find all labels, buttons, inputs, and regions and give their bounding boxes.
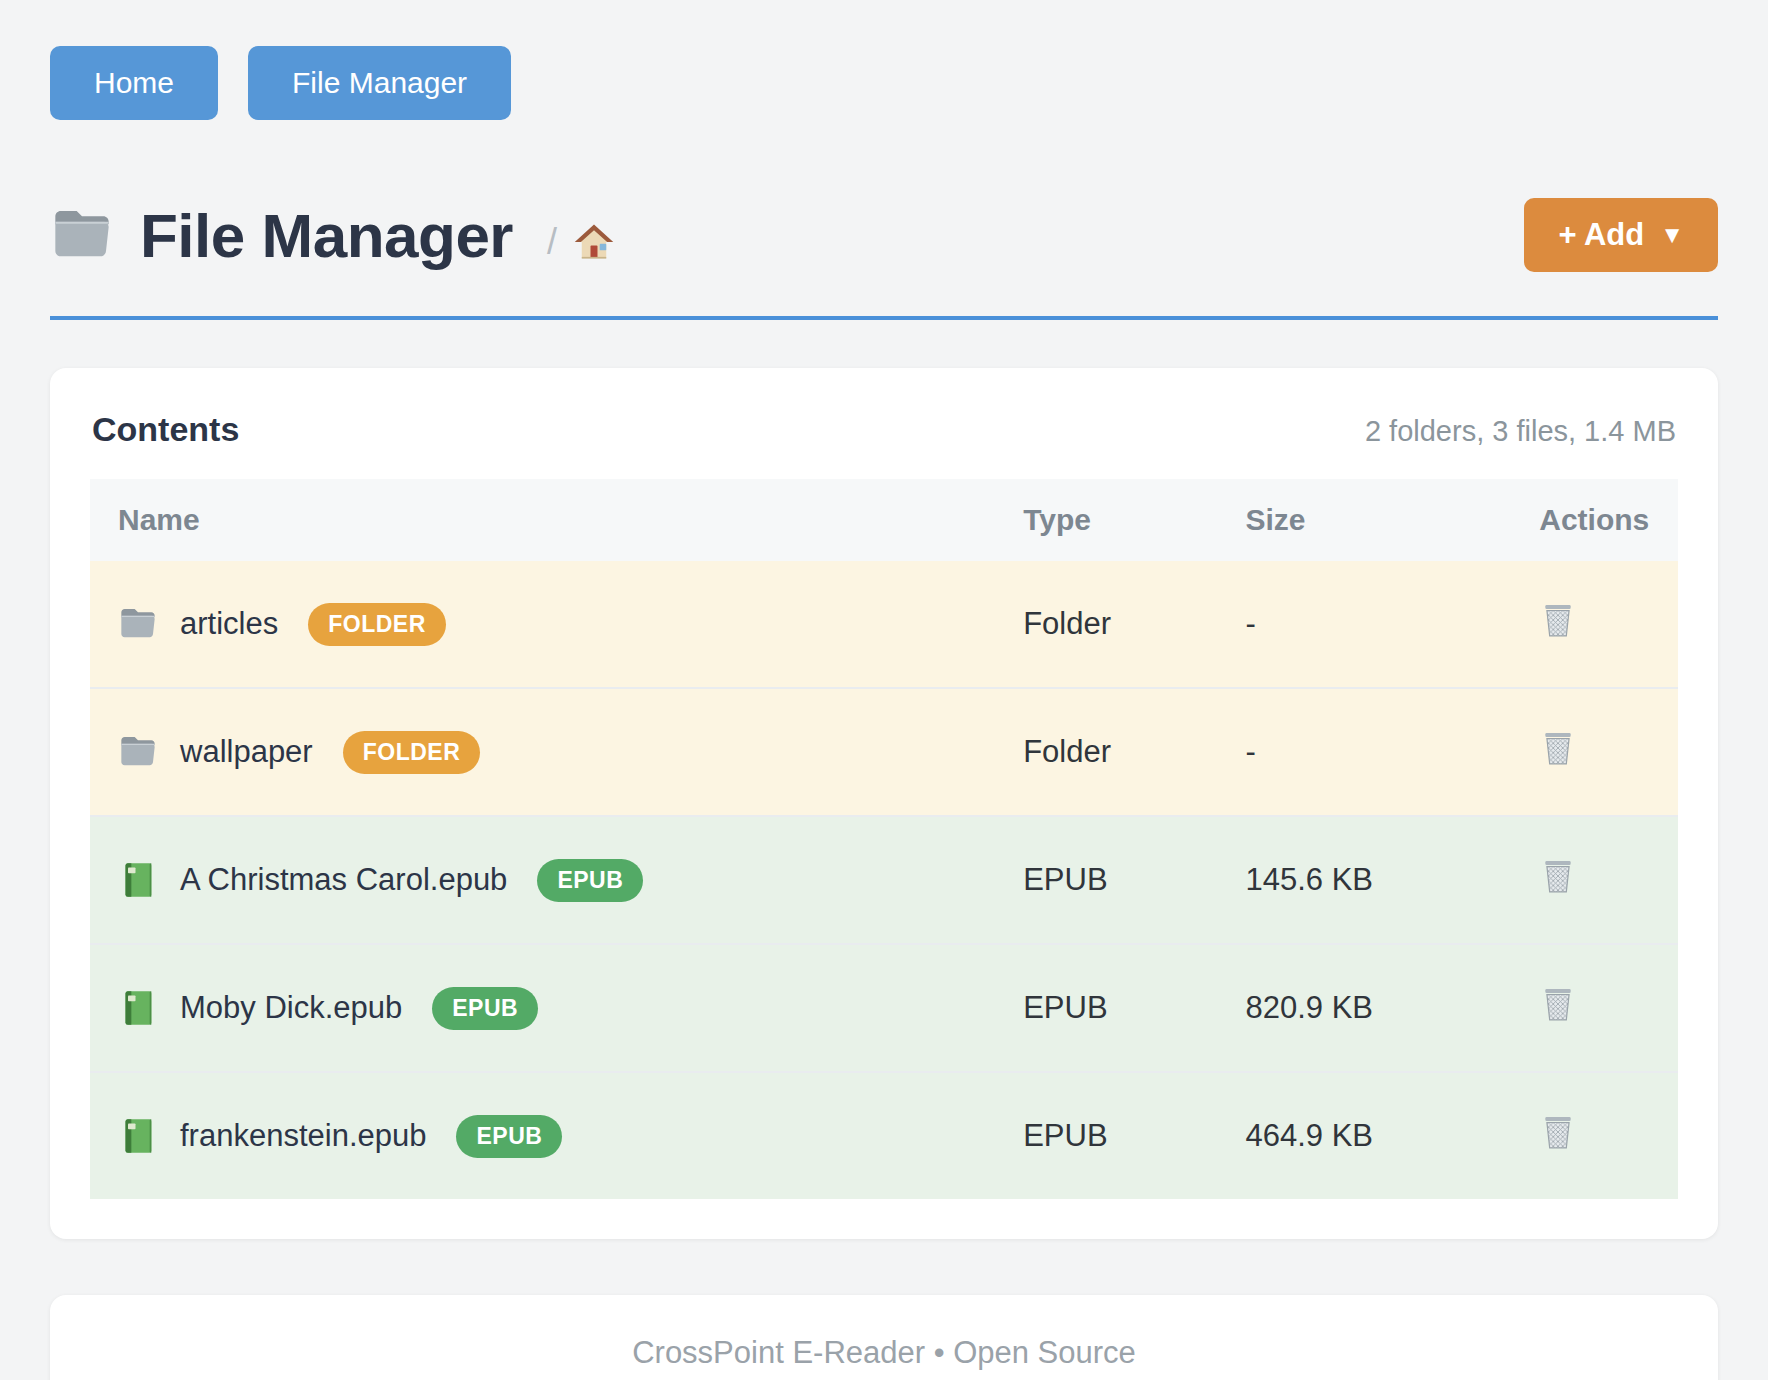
- breadcrumb-home-link[interactable]: [573, 221, 615, 263]
- type-cell: EPUB: [995, 816, 1217, 944]
- caret-down-icon: ▼: [1660, 221, 1684, 249]
- file-table-body: articles FOLDER Folder -: [90, 561, 1678, 1199]
- trash-icon: [1539, 1113, 1577, 1151]
- name-cell: frankenstein.epub EPUB: [118, 1115, 967, 1158]
- contents-card: Contents 2 folders, 3 files, 1.4 MB Name…: [50, 368, 1718, 1239]
- table-row: frankenstein.epub EPUB EPUB 464.9 KB: [90, 1072, 1678, 1199]
- footer-card: CrossPoint E-Reader • Open Source: [50, 1295, 1718, 1380]
- card-head: Contents 2 folders, 3 files, 1.4 MB: [90, 410, 1678, 449]
- footer-text: CrossPoint E-Reader • Open Source: [632, 1335, 1136, 1370]
- house-icon: [573, 221, 615, 263]
- breadcrumb: /: [547, 221, 615, 263]
- contents-summary: 2 folders, 3 files, 1.4 MB: [1365, 415, 1676, 448]
- type-badge: FOLDER: [308, 603, 446, 646]
- add-button-label: + Add: [1558, 217, 1644, 253]
- table-row: Moby Dick.epub EPUB EPUB 820.9 KB: [90, 944, 1678, 1072]
- file-name-link[interactable]: A Christmas Carol.epub: [180, 862, 507, 898]
- folder-icon: [118, 604, 158, 644]
- delete-button[interactable]: [1539, 1113, 1577, 1151]
- book-icon: [118, 988, 158, 1028]
- column-header-size: Size: [1217, 479, 1511, 561]
- size-cell: 464.9 KB: [1217, 1072, 1511, 1199]
- nav-button-home[interactable]: Home: [50, 46, 218, 120]
- type-badge: EPUB: [456, 1115, 562, 1158]
- name-cell: wallpaper FOLDER: [118, 731, 967, 774]
- title-row: File Manager /: [50, 198, 1718, 272]
- file-name-link[interactable]: articles: [180, 606, 278, 642]
- file-name-link[interactable]: frankenstein.epub: [180, 1118, 426, 1154]
- type-badge: EPUB: [537, 859, 643, 902]
- trash-icon: [1539, 601, 1577, 639]
- column-header-name: Name: [90, 479, 995, 561]
- name-cell: Moby Dick.epub EPUB: [118, 987, 967, 1030]
- nav-button-file-manager[interactable]: File Manager: [248, 46, 511, 120]
- size-cell: -: [1217, 561, 1511, 688]
- folder-icon: [50, 203, 114, 267]
- file-name-link[interactable]: Moby Dick.epub: [180, 990, 402, 1026]
- contents-title: Contents: [92, 410, 239, 449]
- size-cell: 820.9 KB: [1217, 944, 1511, 1072]
- type-cell: EPUB: [995, 1072, 1217, 1199]
- type-cell: Folder: [995, 561, 1217, 688]
- delete-button[interactable]: [1539, 601, 1577, 639]
- delete-button[interactable]: [1539, 985, 1577, 1023]
- type-badge: EPUB: [432, 987, 538, 1030]
- type-badge: FOLDER: [343, 731, 481, 774]
- page: Home File Manager File Manager /: [0, 0, 1768, 1380]
- header-divider: [50, 316, 1718, 320]
- file-table: Name Type Size Actions: [90, 479, 1678, 1199]
- file-name-link[interactable]: wallpaper: [180, 734, 313, 770]
- book-icon: [118, 860, 158, 900]
- title-left: File Manager /: [50, 200, 615, 271]
- table-row: articles FOLDER Folder -: [90, 561, 1678, 688]
- size-cell: -: [1217, 688, 1511, 816]
- table-row: A Christmas Carol.epub EPUB EPUB 145.6 K…: [90, 816, 1678, 944]
- folder-icon: [118, 732, 158, 772]
- size-cell: 145.6 KB: [1217, 816, 1511, 944]
- name-cell: A Christmas Carol.epub EPUB: [118, 859, 967, 902]
- top-nav: Home File Manager: [50, 0, 1718, 120]
- column-header-actions: Actions: [1511, 479, 1678, 561]
- trash-icon: [1539, 985, 1577, 1023]
- breadcrumb-separator: /: [547, 221, 557, 263]
- type-cell: EPUB: [995, 944, 1217, 1072]
- table-header-row: Name Type Size Actions: [90, 479, 1678, 561]
- page-title: File Manager: [50, 200, 513, 271]
- book-icon: [118, 1116, 158, 1156]
- type-cell: Folder: [995, 688, 1217, 816]
- column-header-type: Type: [995, 479, 1217, 561]
- table-row: wallpaper FOLDER Folder -: [90, 688, 1678, 816]
- delete-button[interactable]: [1539, 729, 1577, 767]
- add-button[interactable]: + Add ▼: [1524, 198, 1718, 272]
- trash-icon: [1539, 729, 1577, 767]
- trash-icon: [1539, 857, 1577, 895]
- delete-button[interactable]: [1539, 857, 1577, 895]
- name-cell: articles FOLDER: [118, 603, 967, 646]
- page-title-text: File Manager: [140, 200, 513, 271]
